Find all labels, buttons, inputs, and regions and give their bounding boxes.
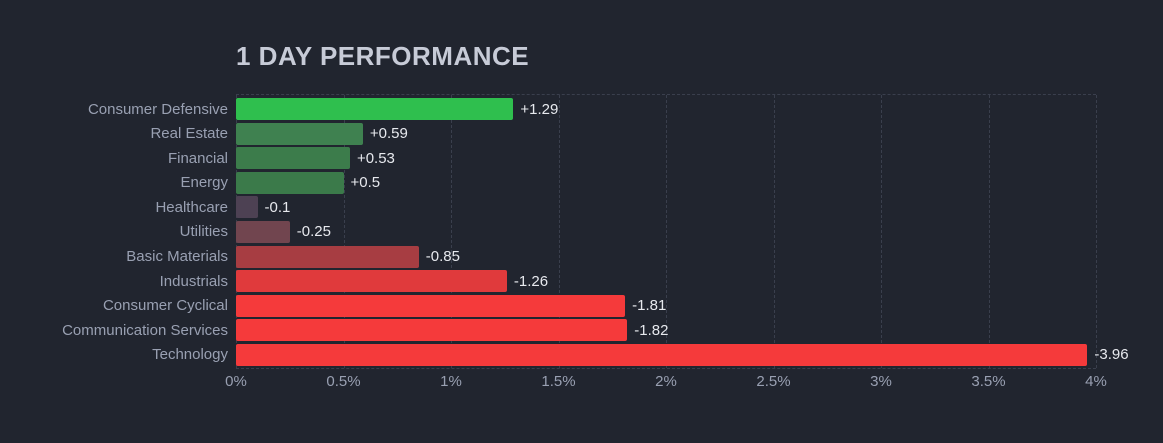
- bar-row: Industrials -1.26: [0, 270, 1163, 293]
- value-label: -1.82: [634, 321, 669, 339]
- bar[interactable]: [236, 319, 628, 342]
- bar-row: Financial +0.53: [0, 147, 1163, 170]
- category-label: Financial: [167, 149, 228, 167]
- x-tick-label: 1%: [440, 373, 462, 390]
- value-label: -0.25: [296, 223, 331, 241]
- category-label: Communication Services: [62, 321, 228, 339]
- bar[interactable]: [236, 147, 350, 170]
- bar[interactable]: [236, 122, 363, 145]
- x-axis: 0% 0.5% 1% 1.5% 2% 2.5% 3% 3.5% 4%: [225, 373, 1107, 393]
- bar-zone: +0.59: [236, 122, 1163, 145]
- value-label: -1.26: [513, 272, 549, 290]
- value-label: -3.96: [1094, 346, 1129, 364]
- bar-zone: +1.29: [236, 98, 1163, 120]
- x-tick-label: 0.5%: [326, 373, 361, 390]
- bar-zone: -1.82: [236, 319, 1163, 342]
- bar-row: Basic Materials -0.85: [0, 245, 1163, 268]
- x-tick-label: 1.5%: [541, 373, 576, 390]
- bars-area: Consumer Defensive +1.29 Real Estate +0.59 F…: [0, 94, 1163, 369]
- category-label: Energy: [180, 174, 228, 192]
- bar-row: Technology -3.96: [0, 343, 1163, 366]
- x-tick-label: 0%: [225, 373, 247, 390]
- bar-row: Communication Services -1.82: [0, 319, 1163, 342]
- bar-zone: -1.26: [236, 270, 1163, 293]
- value-label: -0.1: [264, 198, 291, 216]
- bar-zone: -0.1: [236, 196, 1163, 219]
- x-tick-label: 3%: [870, 373, 892, 390]
- bar-zone: -1.81: [236, 294, 1163, 317]
- gridline: [666, 95, 667, 368]
- bar-zone: -3.96: [236, 343, 1163, 366]
- bar-zone: -0.85: [236, 245, 1163, 268]
- bar[interactable]: [236, 245, 419, 268]
- category-label: Healthcare: [155, 198, 228, 216]
- category-label: Consumer Cyclical: [102, 297, 228, 315]
- value-label: -1.81: [632, 297, 667, 315]
- bar-row: Energy +0.5: [0, 171, 1163, 194]
- category-label: Utilities: [179, 223, 228, 241]
- value-label: +0.5: [350, 174, 381, 192]
- bar-row: Consumer Cyclical -1.81: [0, 294, 1163, 317]
- bar-zone: +0.53: [236, 147, 1163, 170]
- bar[interactable]: [236, 270, 507, 293]
- x-tick-label: 2.5%: [756, 373, 791, 390]
- bar[interactable]: [236, 220, 290, 243]
- category-label: Technology: [152, 346, 228, 364]
- bar-row: Healthcare -0.1: [0, 196, 1163, 219]
- category-label: Real Estate: [150, 125, 228, 143]
- bar[interactable]: [236, 196, 258, 219]
- gridline: [988, 95, 990, 368]
- bar[interactable]: [236, 171, 344, 194]
- bar-row: Consumer Defensive +1.29: [0, 98, 1163, 120]
- x-tick-label: 4%: [1085, 373, 1107, 390]
- gridline: [558, 95, 560, 368]
- bar-row: Real Estate +0.59: [0, 122, 1163, 145]
- gridline: [451, 95, 452, 368]
- bar-row: Utilities -0.25: [0, 220, 1163, 243]
- bar[interactable]: [236, 98, 514, 120]
- value-label: -0.85: [425, 248, 460, 266]
- x-tick-label: 2%: [655, 373, 677, 390]
- chart-title: 1 DAY PERFORMANCE: [236, 41, 530, 71]
- x-tick-label: 3.5%: [971, 373, 1006, 390]
- bar-zone: -0.25: [236, 220, 1163, 243]
- bar-zone: +0.5: [236, 171, 1163, 194]
- category-label: Consumer Defensive: [87, 100, 228, 118]
- value-label: +0.59: [369, 125, 408, 143]
- gridline: [881, 95, 882, 368]
- gridline: [1096, 95, 1097, 368]
- bar[interactable]: [236, 343, 1088, 366]
- category-label: Basic Materials: [126, 248, 228, 266]
- gridline: [343, 95, 345, 368]
- bar[interactable]: [236, 294, 626, 317]
- value-label: +1.29: [520, 100, 559, 118]
- value-label: +0.53: [356, 149, 395, 167]
- gridline: [773, 95, 775, 368]
- category-label: Industrials: [159, 272, 228, 290]
